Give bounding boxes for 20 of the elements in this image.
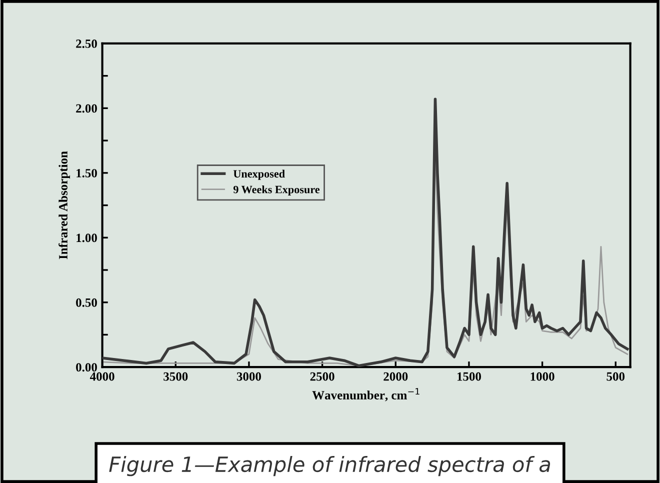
x-tick-label: 2500 [310, 372, 334, 381]
y-tick-label: 1.50 [76, 168, 97, 178]
x-tick-label: 1500 [457, 372, 481, 381]
y-tick-label: 1.00 [76, 234, 97, 242]
line-series [102, 98, 629, 368]
x-tick-label: 2000 [384, 372, 408, 381]
legend-label: Unexposed [233, 170, 285, 180]
x-tick-label: 1000 [530, 372, 554, 381]
caption: Figure 1—Example of infrared spectra of a [109, 456, 550, 476]
x-tick-label: 500 [606, 372, 625, 381]
y-tick-label: 0.50 [76, 298, 97, 307]
x-tick-label: 3000 [236, 372, 261, 381]
y-tick-label: 0.00 [76, 363, 97, 372]
x-tick-label: 3500 [164, 372, 188, 381]
legend-label: 9 Weeks Exposure [233, 185, 320, 196]
x-axis-title: Wavenumber, cm$^{−1}$ [312, 388, 420, 402]
y-axis-title: Infrared Absorption [58, 151, 70, 260]
y-tick-label: 2.00 [76, 104, 97, 113]
x-tick-label: 4000 [90, 372, 114, 381]
y-tick-label: 2.50 [76, 39, 97, 48]
